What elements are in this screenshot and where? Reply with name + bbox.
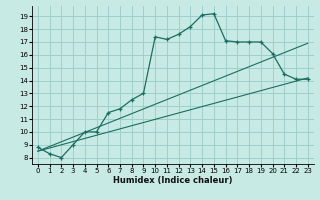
X-axis label: Humidex (Indice chaleur): Humidex (Indice chaleur) [113, 176, 233, 185]
